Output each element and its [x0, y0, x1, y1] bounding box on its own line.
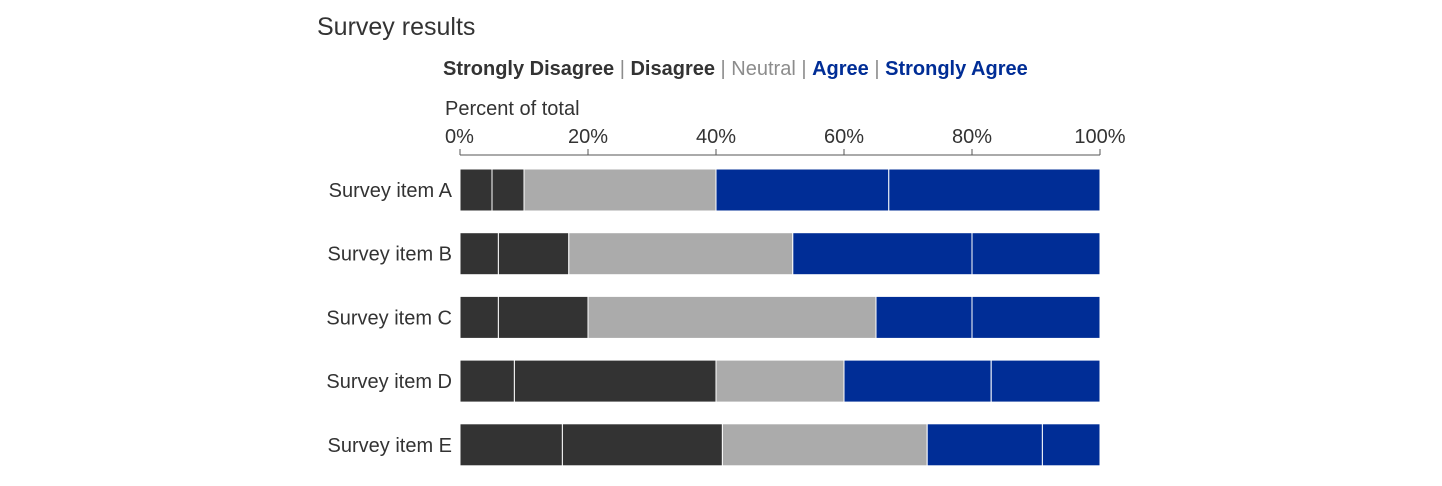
bar-segment-strongly-disagree: [459, 423, 563, 467]
legend-item-neutral: Neutral: [731, 58, 795, 80]
bar-segment-strongly-disagree: [459, 168, 493, 212]
bar-segment-disagree: [497, 295, 589, 339]
category-labels: Survey item A Survey item B Survey item C S…: [326, 180, 452, 457]
bar-segment-neutral: [721, 423, 928, 467]
bar-segment-neutral: [715, 359, 845, 403]
chart-title: Survey results: [317, 13, 475, 41]
legend: Strongly Disagree | Disagree | Neutral |…: [443, 58, 1028, 80]
x-tick-label: 20%: [568, 126, 608, 148]
legend-item-disagree: Disagree: [630, 58, 715, 80]
bar-segment-disagree: [491, 168, 525, 212]
legend-text: Strongly Disagree | Disagree | Neutral |…: [443, 58, 1028, 80]
bar-segment-strongly-agree: [888, 168, 1101, 212]
bars: [459, 168, 1101, 467]
x-tick-label: 0%: [445, 126, 474, 148]
bar-segment-strongly-disagree: [459, 232, 499, 276]
bar-segment-disagree: [561, 423, 723, 467]
bar-segment-agree: [875, 295, 973, 339]
bar-segment-strongly-disagree: [459, 359, 515, 403]
category-label: Survey item C: [326, 307, 452, 329]
bar-segment-agree: [792, 232, 973, 276]
x-axis-label: Percent of total: [445, 98, 580, 120]
bar-segment-neutral: [568, 232, 794, 276]
legend-separator: |: [715, 58, 731, 80]
category-label: Survey item D: [326, 371, 452, 393]
bar-segment-strongly-agree: [971, 232, 1101, 276]
legend-item-agree: Agree: [812, 58, 869, 80]
legend-separator: |: [614, 58, 630, 80]
x-tick-label: 40%: [696, 126, 736, 148]
bar-segment-strongly-agree: [1041, 423, 1101, 467]
legend-item-strongly-disagree: Strongly Disagree: [443, 58, 614, 80]
category-label: Survey item B: [328, 244, 452, 266]
bar-segment-strongly-disagree: [459, 295, 499, 339]
category-label: Survey item E: [328, 435, 452, 457]
category-label: Survey item A: [329, 180, 453, 202]
legend-separator: |: [869, 58, 885, 80]
x-tick-label: 80%: [952, 126, 992, 148]
bar-segment-disagree: [497, 232, 570, 276]
x-tick-label: 60%: [824, 126, 864, 148]
bar-segment-agree: [926, 423, 1043, 467]
bar-segment-agree: [715, 168, 890, 212]
bar-segment-neutral: [523, 168, 717, 212]
bar-segment-disagree: [513, 359, 717, 403]
legend-separator: |: [796, 58, 812, 80]
x-tick-label: 100%: [1074, 126, 1125, 148]
bar-segment-neutral: [587, 295, 877, 339]
bar-segment-agree: [843, 359, 992, 403]
bar-segment-strongly-agree: [990, 359, 1101, 403]
x-axis: 0% 20% 40% 60% 80% 100%: [445, 126, 1126, 156]
bar-segment-strongly-agree: [971, 295, 1101, 339]
legend-item-strongly-agree: Strongly Agree: [885, 58, 1028, 80]
